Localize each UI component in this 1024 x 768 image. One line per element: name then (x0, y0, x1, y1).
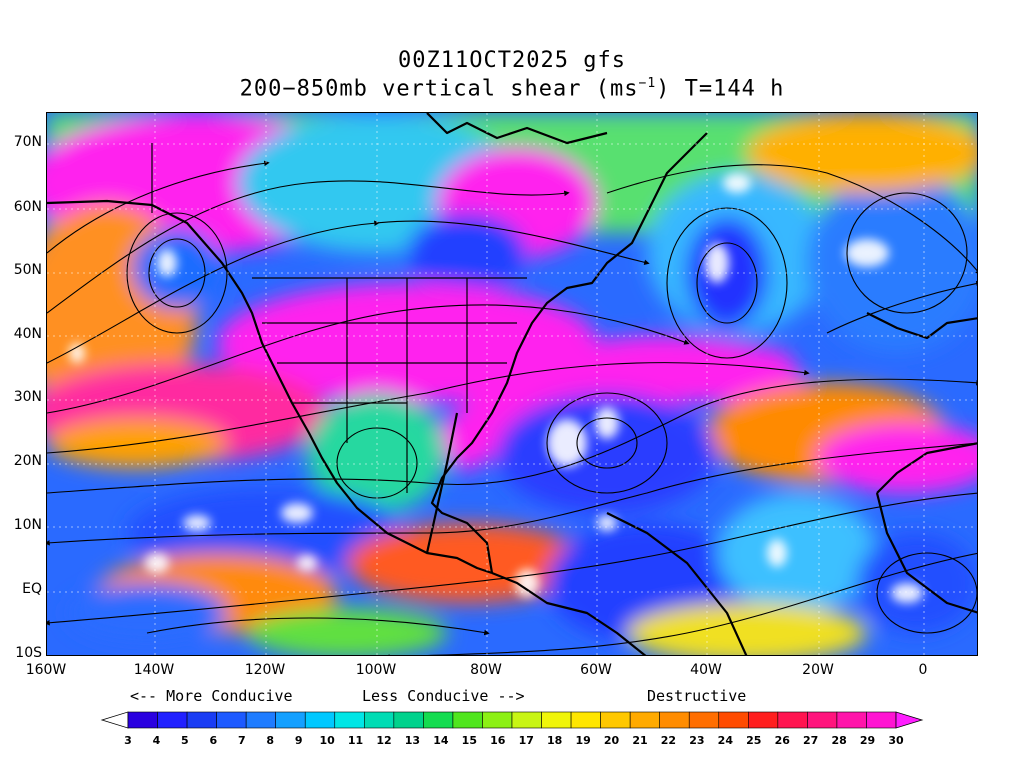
colorbar-swatch (245, 711, 276, 729)
colorbar: 3 4 5 6 7 8 9 10 11 12 13 14 15 16 17 18 19 20 21 22 23 24 25 2… (100, 711, 924, 747)
longitude-label-120w: 120W (244, 662, 286, 678)
colorbar-tick-label: 16 (490, 734, 506, 747)
latitude-label-10s: 10S (15, 645, 42, 661)
latitude-label-eq: EQ (22, 581, 42, 597)
colorbar-tick-label: 6 (210, 734, 218, 747)
latitude-label-20n: 20N (13, 453, 42, 469)
colorbar-swatch (393, 711, 424, 729)
longitude-label-100w: 100W (355, 662, 397, 678)
latitude-label-40n: 40N (13, 326, 42, 342)
shear-map (46, 112, 978, 656)
legend-destructive: Destructive (647, 687, 747, 705)
colorbar-tick-label: 5 (181, 734, 189, 747)
colorbar-swatch (216, 711, 247, 729)
legend-more-conducive: <-- More Conducive (130, 687, 293, 705)
colorbar-tick-label: 12 (376, 734, 391, 747)
subtitle-prefix: 200−850mb vertical shear (ms (239, 76, 639, 102)
colorbar-tick-label: 11 (348, 734, 363, 747)
colorbar-swatch (807, 711, 838, 729)
colorbar-tick-label: 3 (124, 734, 132, 747)
latitude-label-60n: 60N (13, 199, 42, 215)
colorbar-swatch (777, 711, 808, 729)
latitude-label-30n: 30N (13, 389, 42, 405)
longitude-label-80w: 80W (470, 662, 502, 678)
subtitle-suffix: ) T=144 h (656, 76, 785, 102)
colorbar-swatch (275, 711, 306, 729)
longitude-label-140w: 140W (133, 662, 175, 678)
colorbar-arrow-right (895, 711, 924, 729)
colorbar-tick-label: 13 (405, 734, 420, 747)
colorbar-swatch (364, 711, 395, 729)
colorbar-tick-label: 30 (888, 734, 904, 747)
colorbar-tick-label: 18 (547, 734, 562, 747)
colorbar-swatch (600, 711, 631, 729)
colorbar-tick-label: 7 (238, 734, 246, 747)
colorbar-tick-label: 21 (632, 734, 647, 747)
colorbar-swatch (482, 711, 513, 729)
colorbar-tick-label: 9 (295, 734, 303, 747)
colorbar-tick-label: 17 (519, 734, 534, 747)
colorbar-swatch (157, 711, 188, 729)
legend-text-row: <-- More Conducive Less Conducive --> De… (0, 687, 1024, 707)
colorbar-arrow-left (100, 711, 129, 729)
latitude-label-70n: 70N (13, 134, 42, 150)
latitude-label-10n: 10N (13, 517, 42, 533)
colorbar-swatch (836, 711, 867, 729)
colorbar-swatch (866, 711, 897, 729)
shear-map-canvas (47, 113, 977, 655)
colorbar-tick-label: 20 (604, 734, 620, 747)
chart-title: 00Z11OCT2025 gfs (398, 48, 626, 73)
colorbar-swatch (570, 711, 601, 729)
colorbar-tick-label: 10 (319, 734, 335, 747)
longitude-label-160w: 160W (25, 662, 67, 678)
colorbar-tick-label: 15 (462, 734, 477, 747)
colorbar-swatch (718, 711, 749, 729)
colorbar-tick-label: 27 (803, 734, 818, 747)
colorbar-tick-label: 25 (746, 734, 761, 747)
colorbar-swatch (511, 711, 542, 729)
colorbar-tick-label: 23 (689, 734, 704, 747)
longitude-label-0: 0 (918, 662, 928, 678)
colorbar-tick-label: 4 (153, 734, 161, 747)
longitude-label-20w: 20W (802, 662, 834, 678)
colorbar-swatch (629, 711, 660, 729)
chart-subtitle: 200−850mb vertical shear (ms−1) T=144 h (0, 76, 1024, 101)
colorbar-tick-label: 8 (266, 734, 274, 747)
colorbar-swatch (688, 711, 720, 729)
colorbar-tick-label: 26 (775, 734, 791, 747)
colorbar-tick-label: 24 (718, 734, 734, 747)
colorbar-tick-label: 14 (433, 734, 449, 747)
colorbar-swatch (452, 711, 483, 729)
longitude-label-60w: 60W (580, 662, 612, 678)
colorbar-swatch (334, 711, 365, 729)
colorbar-tick-label: 29 (860, 734, 875, 747)
colorbar-swatch (541, 711, 572, 729)
longitude-label-40w: 40W (690, 662, 722, 678)
legend-less-conducive: Less Conducive --> (362, 687, 525, 705)
colorbar-tick-label: 19 (575, 734, 590, 747)
colorbar-swatch (127, 711, 158, 729)
colorbar-tick-label: 22 (661, 734, 676, 747)
colorbar-swatch (748, 711, 779, 729)
colorbar-swatch (186, 711, 217, 729)
colorbar-tick-label: 28 (831, 734, 846, 747)
subtitle-unit-exponent: −1 (638, 76, 657, 91)
latitude-label-50n: 50N (13, 262, 42, 278)
colorbar-swatch (659, 711, 690, 729)
colorbar-swatch (304, 711, 336, 729)
colorbar-swatch (423, 711, 454, 729)
